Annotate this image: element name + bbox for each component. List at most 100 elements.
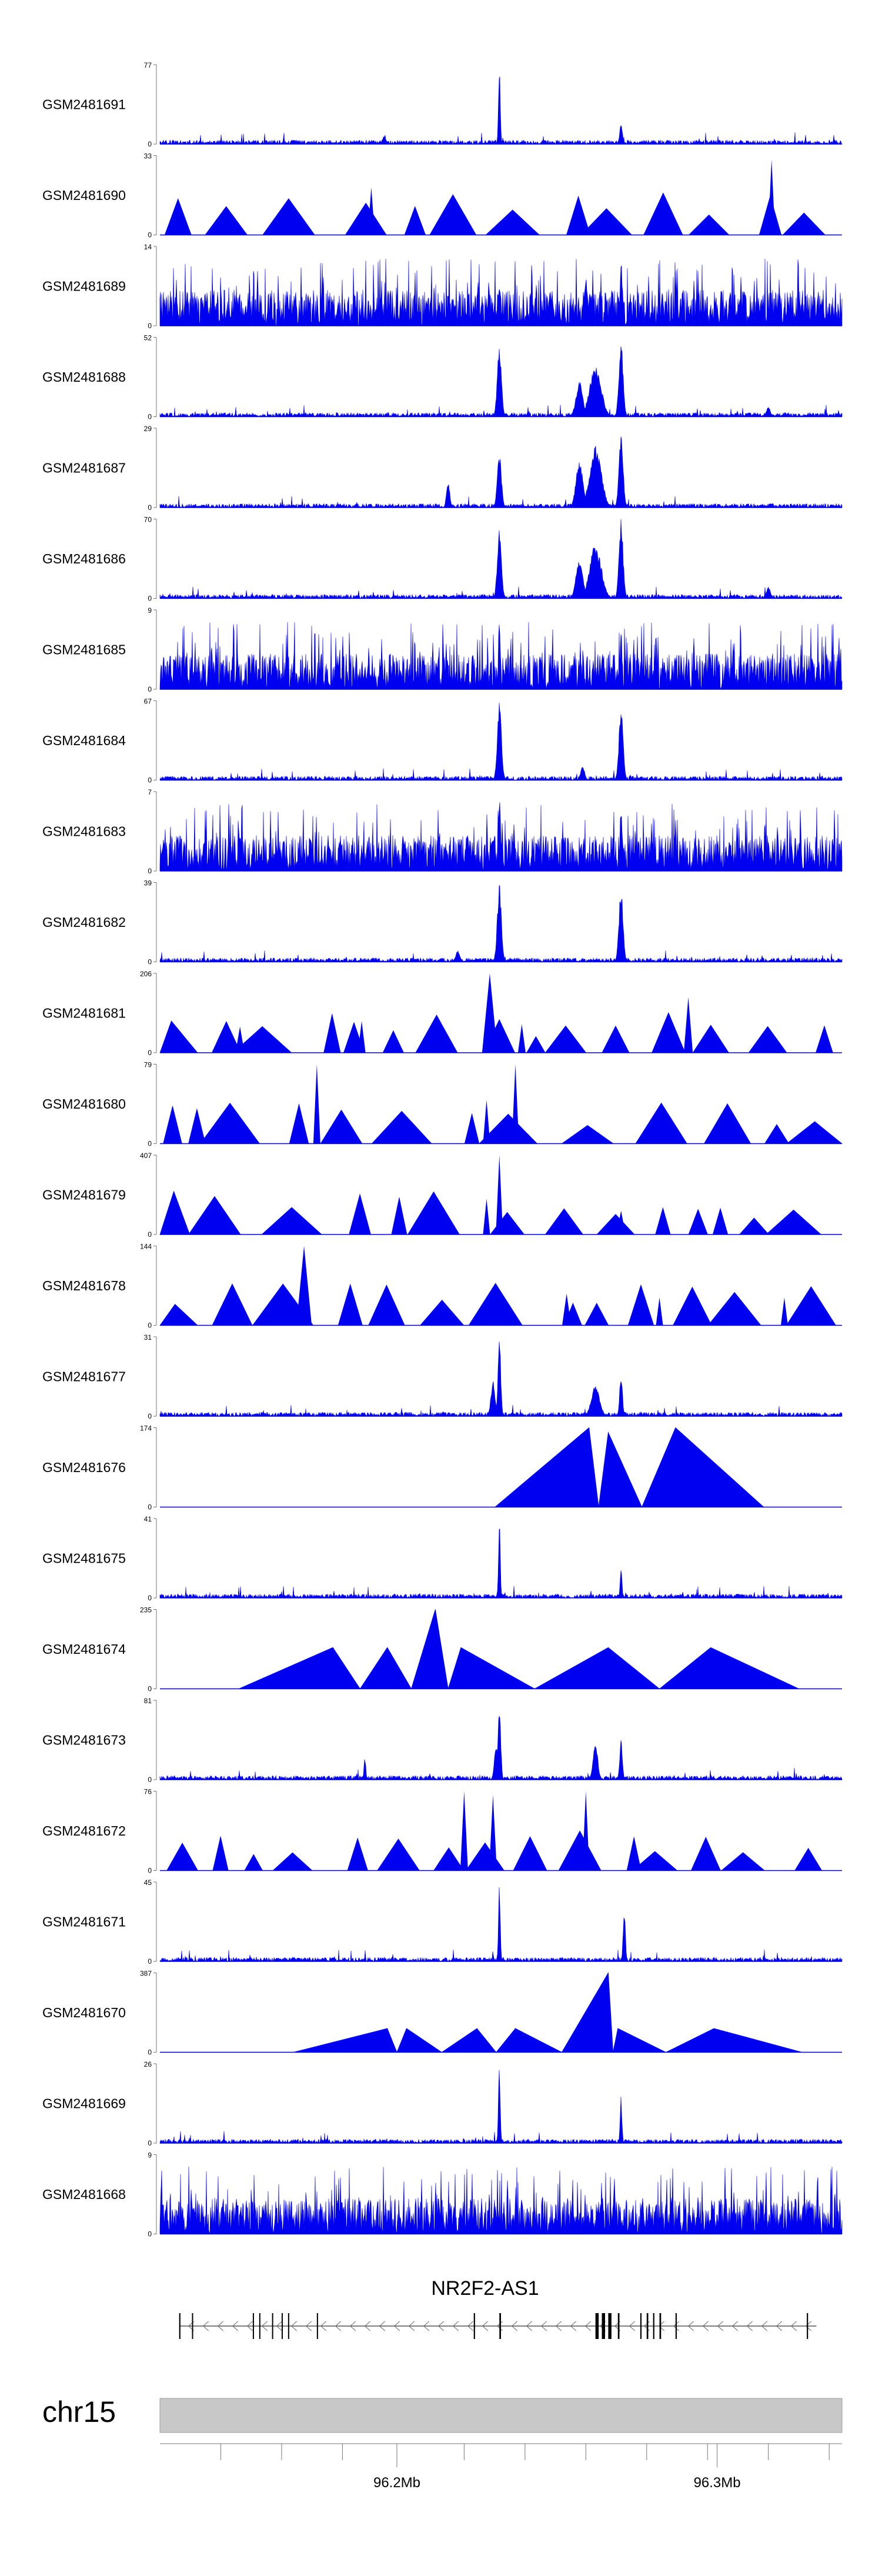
strand-arrow <box>584 2321 592 2331</box>
signal-area <box>159 1012 842 1053</box>
y-min-label: 0 <box>148 503 152 512</box>
y-max-label: 77 <box>144 61 152 69</box>
y-max-label: 67 <box>144 698 152 706</box>
strand-arrow <box>540 2321 547 2331</box>
track-label: GSM2481675 <box>42 1551 126 1566</box>
genome-axis-tick-label: 96.3Mb <box>694 2475 741 2491</box>
strand-arrow <box>408 2321 415 2331</box>
strand-arrow <box>393 2321 400 2331</box>
y-max-label: 387 <box>140 1970 152 1978</box>
strand-arrow <box>202 2321 209 2331</box>
strand-arrow <box>746 2321 753 2331</box>
strand-arrow <box>246 2321 253 2331</box>
gene-exon <box>602 2313 605 2339</box>
strand-arrow <box>261 2321 268 2331</box>
y-min-label: 0 <box>148 1230 152 1239</box>
track-GSM2481690: GSM2481690 33 0 <box>42 152 842 239</box>
y-max-label: 29 <box>144 425 152 433</box>
y-max-label: 206 <box>140 970 152 978</box>
signal-area <box>159 703 843 781</box>
gene-exon <box>281 2313 283 2339</box>
strand-arrow <box>731 2321 739 2331</box>
signal-peak <box>482 973 498 1053</box>
signal-area <box>159 1529 843 1599</box>
track-label: GSM2481673 <box>42 1733 126 1748</box>
track-GSM2481688: GSM2481688 52 0 <box>42 334 843 421</box>
strand-arrow <box>320 2321 327 2331</box>
strand-arrow <box>467 2321 474 2331</box>
signal-peak <box>616 1210 626 1234</box>
signal-peak <box>489 1795 497 1871</box>
gene-exon <box>499 2313 501 2339</box>
strand-arrow <box>761 2321 768 2331</box>
signal-area <box>159 436 843 509</box>
track-GSM2481674: GSM2481674 235 0 <box>42 1606 842 1693</box>
y-max-label: 41 <box>144 1515 152 1523</box>
track-label: GSM2481669 <box>42 2096 126 2111</box>
track-label: GSM2481691 <box>42 97 126 112</box>
strand-arrow <box>437 2321 445 2331</box>
y-min-label: 0 <box>148 1049 152 1057</box>
y-min-label: 0 <box>148 1322 152 1330</box>
y-min-label: 0 <box>148 1412 152 1420</box>
gene-exon <box>259 2313 260 2339</box>
signal-area <box>293 1972 803 2053</box>
track-label: GSM2481685 <box>42 642 126 658</box>
gene-exon <box>653 2313 654 2339</box>
y-min-label: 0 <box>148 867 152 875</box>
signal-area <box>160 1102 843 1144</box>
y-min-label: 0 <box>148 1776 152 1784</box>
gene-exon <box>608 2313 612 2339</box>
strand-arrow <box>658 2321 665 2331</box>
y-max-label: 14 <box>144 243 152 251</box>
y-min-label: 0 <box>148 231 152 239</box>
gene-exon <box>473 2313 475 2339</box>
gene-exon <box>595 2313 599 2339</box>
y-max-label: 52 <box>144 334 152 342</box>
y-min-label: 0 <box>148 140 152 148</box>
y-max-label: 45 <box>144 1878 152 1887</box>
track-label: GSM2481687 <box>42 461 126 476</box>
track-GSM2481676: GSM2481676 174 0 <box>42 1424 842 1511</box>
y-max-label: 235 <box>140 1606 152 1614</box>
signal-tracks: GSM2481691770GSM2481690330GSM2481689140G… <box>42 61 843 2238</box>
strand-arrow <box>805 2321 812 2331</box>
gene-exon <box>640 2313 642 2339</box>
strand-arrow <box>276 2321 283 2331</box>
y-max-label: 9 <box>148 2151 152 2160</box>
y-max-label: 33 <box>144 152 152 161</box>
chromosome-ideogram-bar <box>159 2398 843 2433</box>
signal-peak <box>313 1064 320 1144</box>
track-label: GSM2481682 <box>42 915 126 930</box>
gene-exon <box>617 2313 620 2339</box>
track-GSM2481689: GSM2481689 14 0 <box>42 243 843 330</box>
track-GSM2481673: GSM2481673 81 0 <box>42 1697 843 1784</box>
strand-arrow <box>379 2321 386 2331</box>
track-label: GSM2481680 <box>42 1096 126 1112</box>
signal-area <box>159 258 843 326</box>
signal-area <box>159 1342 843 1417</box>
signal-peak <box>296 1246 312 1326</box>
signal-area <box>159 346 843 418</box>
track-GSM2481684: GSM2481684 67 0 <box>42 698 843 785</box>
signal-area <box>159 76 843 145</box>
strand-arrow <box>232 2321 239 2331</box>
track-GSM2481685: GSM2481685 9 0 <box>42 606 843 693</box>
gene-exon <box>659 2313 662 2339</box>
y-min-label: 0 <box>148 1140 152 1148</box>
gene-exon <box>192 2313 193 2339</box>
strand-arrow <box>776 2321 783 2331</box>
y-max-label: 81 <box>144 1697 152 1705</box>
strand-arrow <box>364 2321 371 2331</box>
y-min-label: 0 <box>148 595 152 603</box>
signal-peak <box>562 1293 572 1326</box>
strand-arrow <box>629 2321 636 2331</box>
strand-arrow <box>335 2321 342 2331</box>
track-GSM2481679: GSM2481679 407 0 <box>42 1152 842 1239</box>
genome-axis-tick-label: 96.2Mb <box>373 2475 420 2491</box>
y-min-label: 0 <box>148 1867 152 1875</box>
y-min-label: 0 <box>148 776 152 785</box>
track-GSM2481691: GSM2481691 77 0 <box>42 61 843 148</box>
track-GSM2481672: GSM2481672 76 0 <box>42 1788 842 1875</box>
signal-peak <box>768 159 776 235</box>
